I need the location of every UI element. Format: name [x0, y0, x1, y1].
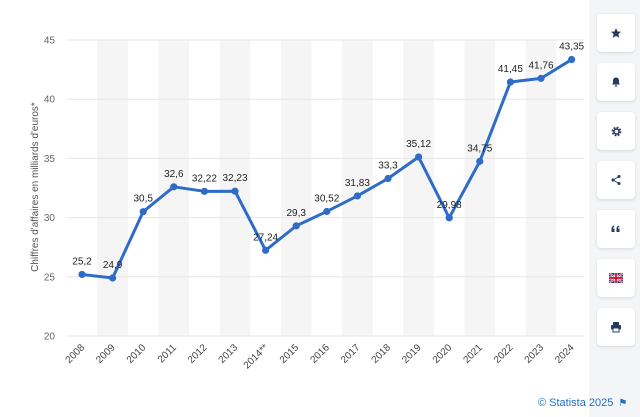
x-tick-label: 2017 [339, 342, 363, 366]
x-tick-label: 2012 [186, 342, 210, 366]
x-tick-label: 2020 [431, 342, 455, 366]
x-tick-label: 2010 [125, 342, 149, 366]
x-tick-label: 2016 [308, 342, 332, 366]
series-line [80, 58, 574, 280]
chart-card: 20 25 30 35 40 45 Chiffres d'affaires en mill… [0, 0, 589, 417]
cite-button[interactable] [597, 210, 635, 248]
gear-icon [611, 126, 621, 136]
data-point[interactable] [476, 157, 484, 165]
notification-button[interactable] [597, 63, 635, 101]
column-bands [97, 40, 557, 336]
data-label: 32,6 [164, 169, 184, 180]
data-point[interactable] [78, 270, 86, 279]
x-tick-label: 2009 [94, 342, 118, 366]
data-label: 29,98 [437, 200, 462, 211]
y-axis-title: Chiffres d'affaires en milliards d'euros… [30, 102, 41, 272]
data-point[interactable] [109, 274, 117, 282]
data-label: 35,12 [406, 139, 431, 150]
data-label: 43,35 [559, 42, 584, 53]
x-tick-label: 2013 [217, 342, 241, 366]
data-point[interactable] [568, 55, 576, 64]
x-tick-label: 2018 [370, 342, 394, 366]
y-tick-label: 35 [44, 154, 56, 165]
data-point[interactable] [323, 207, 331, 216]
data-point[interactable] [353, 192, 361, 200]
data-point[interactable] [506, 78, 514, 86]
data-labels: 25,2 24,9 30,5 32,6 32,22 32,23 27,24 29,3 30,52… [72, 42, 584, 271]
data-label: 25,2 [72, 256, 92, 267]
bell-icon [612, 77, 620, 87]
x-tick-label: 2022 [492, 342, 516, 366]
star-icon [611, 28, 621, 38]
y-tick-label: 30 [44, 213, 56, 224]
x-tick-label: 2023 [523, 342, 547, 366]
data-label: 41,45 [498, 64, 523, 75]
data-points [78, 55, 576, 282]
x-tick-label: 2024 [553, 342, 577, 366]
data-label: 30,52 [314, 193, 339, 204]
column-band [97, 40, 128, 336]
data-label: 30,5 [133, 194, 153, 205]
x-tick-label: 2008 [64, 342, 88, 366]
data-label: 24,9 [103, 260, 123, 271]
credit-text[interactable]: © Statista 2025 [538, 397, 614, 409]
x-tick-label: 2011 [156, 342, 179, 365]
data-point[interactable] [445, 214, 453, 222]
y-tick-label: 20 [44, 332, 56, 343]
data-point[interactable] [262, 246, 270, 254]
data-label: 32,23 [222, 173, 247, 184]
x-tick-label: 2021 [461, 342, 485, 366]
y-tick-label: 40 [44, 95, 56, 106]
data-label: 32,22 [192, 173, 217, 184]
language-button[interactable] [597, 259, 635, 297]
share-button[interactable] [597, 161, 635, 199]
x-tick-label: 2014** [242, 342, 271, 371]
data-label: 41,76 [528, 60, 553, 71]
data-point[interactable] [139, 208, 147, 216]
column-band [464, 40, 496, 336]
statista-credit[interactable]: © Statista 2025 ⚑ [538, 397, 627, 409]
data-label: 29,3 [286, 208, 306, 219]
data-label: 27,24 [253, 232, 278, 243]
data-point[interactable] [415, 153, 423, 161]
flag-icon: ⚑ [618, 397, 628, 409]
data-point[interactable] [537, 74, 545, 82]
data-point[interactable] [384, 174, 392, 183]
column-band [403, 40, 434, 336]
side-toolbar [597, 14, 635, 357]
y-tick-label: 25 [44, 272, 56, 283]
data-point[interactable] [292, 222, 300, 230]
data-point[interactable] [170, 183, 178, 191]
uk-flag-icon [609, 273, 623, 283]
column-band [342, 40, 373, 336]
data-label: 34,75 [467, 143, 492, 154]
share-icon [611, 175, 621, 185]
y-tick-labels: 20 25 30 35 40 45 [44, 36, 56, 343]
column-band [280, 40, 312, 336]
gridlines [67, 39, 584, 337]
data-point[interactable] [231, 187, 239, 195]
data-label: 33,3 [378, 161, 398, 172]
column-band [525, 40, 557, 336]
print-icon [611, 322, 621, 333]
x-tick-label: 2015 [278, 342, 302, 366]
favorite-button[interactable] [597, 14, 635, 52]
series-line-path [80, 58, 574, 280]
y-tick-label: 45 [44, 36, 56, 47]
x-tick-label: 2019 [400, 342, 424, 366]
data-point[interactable] [200, 187, 208, 195]
line-chart: 20 25 30 35 40 45 Chiffres d'affaires en mill… [30, 36, 585, 372]
quote-icon [611, 225, 620, 232]
settings-button[interactable] [597, 112, 635, 150]
x-tick-labels: 2008 2009 2010 2011 2012 2013 2014** 2015 2016 20… [64, 342, 577, 371]
data-label: 31,83 [345, 178, 370, 189]
print-button[interactable] [597, 308, 635, 346]
